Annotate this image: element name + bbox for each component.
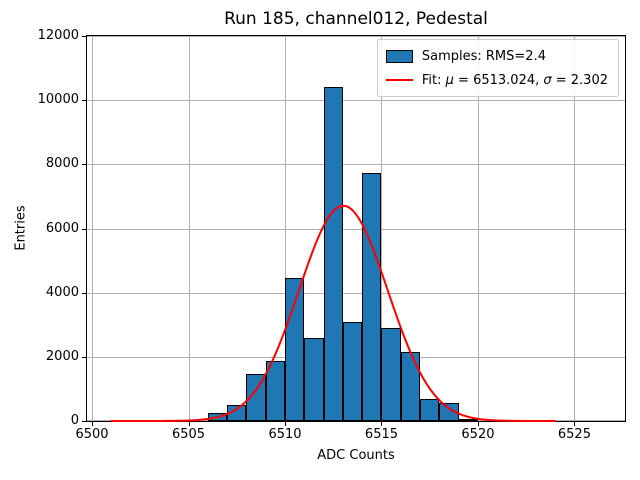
- legend-line-swatch: [385, 79, 413, 81]
- histogram-bar: [459, 419, 478, 421]
- x-axis-ticks: 6500 6505 6510 6515 6520 6525: [75, 422, 625, 452]
- y-tick-mark: [82, 420, 86, 422]
- x-tick-label: 6500: [75, 427, 109, 442]
- y-tick-label: 0: [70, 413, 79, 428]
- y-axis-ticks: 0 2000 4000 6000 8000 10000 12000: [0, 28, 87, 428]
- y-tick-mark: [82, 35, 86, 37]
- y-tick-mark: [82, 292, 86, 294]
- y-tick-mark: [82, 163, 86, 165]
- fit-curve: [110, 204, 557, 422]
- y-tick-mark: [82, 99, 86, 101]
- gridline-horizontal: [87, 36, 625, 37]
- gridline-vertical: [477, 36, 479, 421]
- gridline-vertical: [188, 36, 190, 421]
- gridline-horizontal: [87, 164, 625, 165]
- legend-label: Fit: μ = 6513.024, σ = 2.302: [422, 73, 608, 88]
- x-tick-mark: [573, 422, 575, 426]
- legend-patch-swatch: [385, 49, 413, 63]
- histogram-bar: [381, 328, 401, 421]
- gridline-vertical: [91, 36, 93, 421]
- fit-curve-layer: [110, 204, 557, 422]
- x-tick-mark: [188, 422, 190, 426]
- histogram-bar: [285, 278, 304, 421]
- y-tick-label: 2000: [45, 348, 79, 364]
- histogram-bar: [324, 87, 343, 421]
- x-tick-mark: [91, 422, 93, 426]
- gridline-horizontal: [87, 100, 625, 101]
- plot-area: Samples: RMS=2.4 Fit: μ = 6513.024, σ = 2…: [86, 35, 626, 422]
- gridline-horizontal: [87, 229, 625, 230]
- y-tick-label: 10000: [37, 92, 79, 108]
- histogram-bar: [266, 361, 285, 421]
- legend-text: = 2.302: [551, 72, 608, 88]
- histogram-bar: [343, 322, 362, 421]
- y-tick-label: 4000: [45, 284, 79, 300]
- x-tick-mark: [380, 422, 382, 426]
- x-tick-mark: [477, 422, 479, 426]
- legend-item: Fit: μ = 6513.024, σ = 2.302: [385, 70, 608, 90]
- y-tick-label: 8000: [45, 156, 79, 172]
- gridline-vertical: [380, 36, 382, 421]
- chart-title: Run 185, channel012, Pedestal: [224, 9, 488, 29]
- legend-text: Fit:: [421, 72, 446, 88]
- math-symbol: σ: [543, 72, 552, 88]
- y-tick-mark: [82, 228, 86, 230]
- legend-label: Samples: RMS=2.4: [422, 49, 546, 64]
- y-tick-mark: [82, 356, 86, 358]
- legend-item: Samples: RMS=2.4: [385, 46, 608, 66]
- histogram-bar: [439, 403, 459, 421]
- histogram-bar: [246, 374, 266, 421]
- histogram-bar: [420, 399, 439, 421]
- math-symbol: μ: [445, 72, 454, 88]
- x-tick-label: 6510: [268, 427, 302, 442]
- y-tick-label: 6000: [45, 220, 79, 236]
- histogram-bars-layer: [87, 36, 625, 421]
- x-tick-label: 6515: [364, 427, 399, 442]
- x-tick-mark: [284, 422, 286, 426]
- x-tick-label: 6525: [557, 427, 591, 442]
- x-axis-label: ADC Counts: [317, 448, 395, 463]
- x-tick-label: 6505: [171, 427, 206, 442]
- gridline-horizontal: [87, 293, 625, 294]
- legend: Samples: RMS=2.4 Fit: μ = 6513.024, σ = 2…: [376, 39, 619, 97]
- gridline-vertical: [284, 36, 286, 421]
- x-tick-label: 6520: [461, 427, 495, 442]
- legend-text: Samples: RMS=2.4: [421, 48, 546, 64]
- legend-text: = 6513.024,: [453, 72, 544, 88]
- gridline-vertical: [573, 36, 575, 421]
- y-tick-label: 12000: [37, 28, 79, 43]
- histogram-bar: [304, 338, 324, 421]
